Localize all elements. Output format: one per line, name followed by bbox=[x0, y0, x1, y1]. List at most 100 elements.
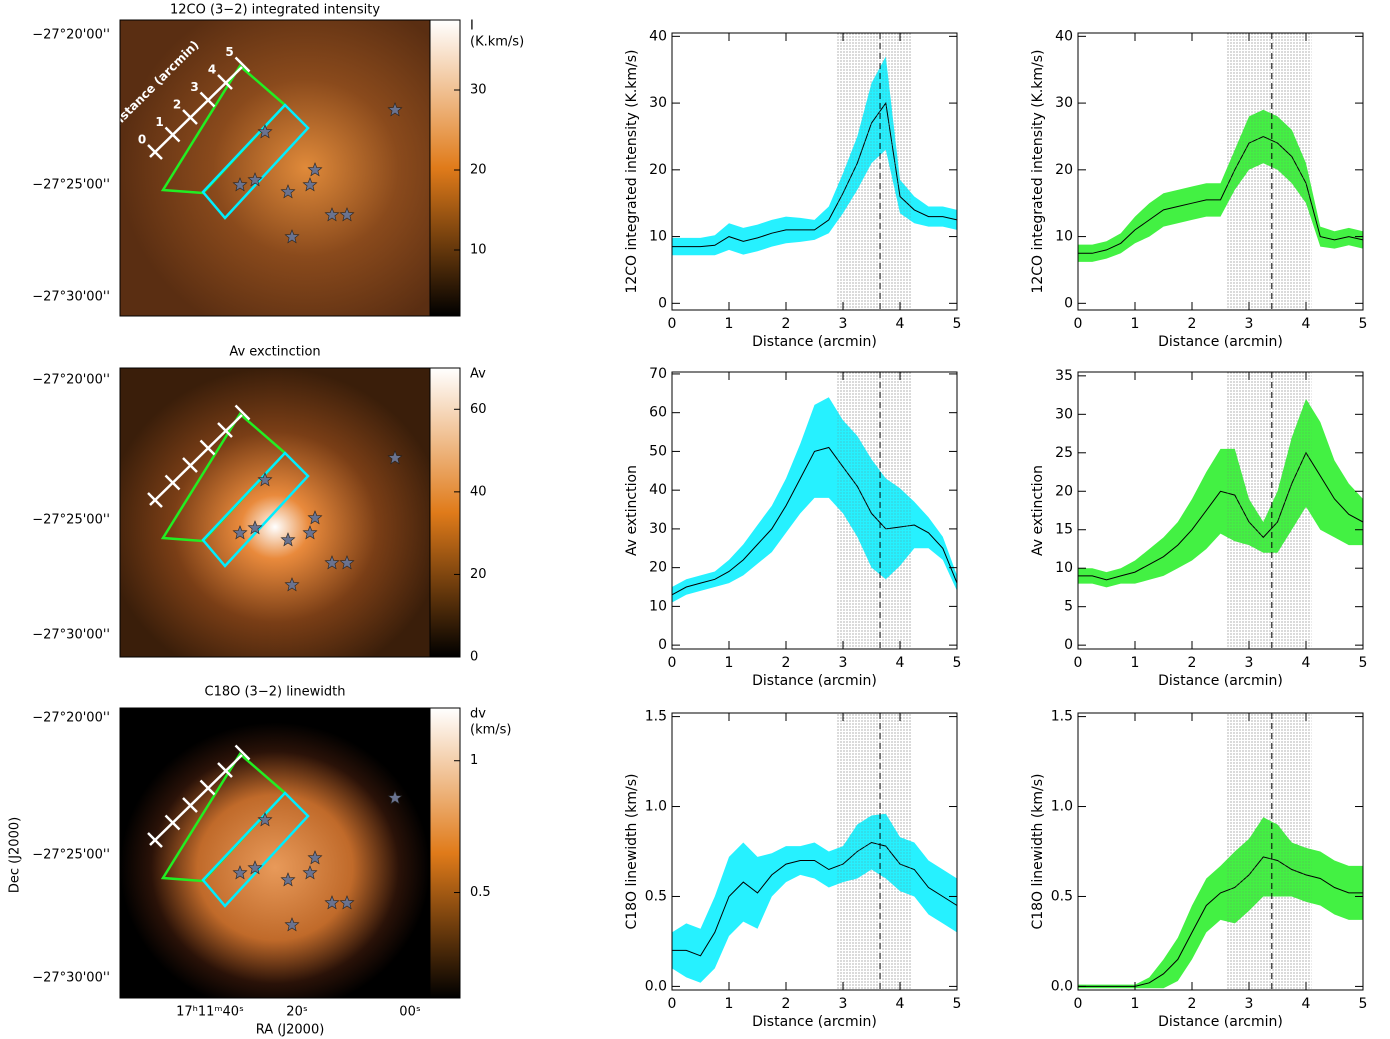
x-axis-label: RA (J2000) bbox=[256, 1023, 325, 1038]
x-tick-label: 2 bbox=[782, 655, 791, 671]
x-tick-label: 00ˢ bbox=[399, 1005, 421, 1020]
x-tick-label: 4 bbox=[896, 655, 905, 671]
x-tick-label: 0 bbox=[668, 655, 677, 671]
x-tick-label: 1 bbox=[725, 655, 734, 671]
y-tick-label: 20 bbox=[1055, 162, 1073, 178]
y-tick-label: 20 bbox=[649, 560, 667, 576]
colorbar-label: (km/s) bbox=[470, 723, 512, 738]
shaded-region-overlay bbox=[1226, 33, 1312, 310]
y-tick-label: 30 bbox=[649, 521, 667, 537]
y-tick-label: −27°25'00'' bbox=[32, 178, 110, 193]
x-tick-label: 4 bbox=[1302, 655, 1311, 671]
colorbar-tick-label: 1 bbox=[470, 753, 478, 768]
shaded-region-overlay bbox=[837, 33, 911, 310]
x-tick-label: 1 bbox=[1131, 996, 1140, 1012]
y-tick-label: 0.5 bbox=[1051, 888, 1073, 904]
y-tick-label: 30 bbox=[1055, 95, 1073, 111]
x-axis-label: Distance (arcmin) bbox=[752, 1014, 877, 1030]
x-tick-label: 2 bbox=[782, 996, 791, 1012]
y-tick-label: 5 bbox=[1064, 599, 1073, 615]
colorbar-tick-label: 0.5 bbox=[470, 885, 491, 900]
x-axis-label: Distance (arcmin) bbox=[752, 334, 877, 350]
x-tick-label: 20ˢ bbox=[286, 1005, 308, 1020]
map-title: Av exctinction bbox=[229, 345, 320, 360]
x-tick-label: 5 bbox=[953, 316, 962, 332]
colorbar-tick-label: 10 bbox=[470, 243, 487, 258]
y-tick-label: 1.0 bbox=[645, 799, 667, 815]
x-tick-label: 4 bbox=[896, 996, 905, 1012]
y-tick-label: 0 bbox=[1064, 295, 1073, 311]
x-tick-label: 5 bbox=[953, 655, 962, 671]
y-tick-label: 20 bbox=[1055, 483, 1073, 499]
scale-tick-label: 0 bbox=[138, 133, 146, 147]
y-tick-label: 10 bbox=[649, 229, 667, 245]
y-axis-label: C18O linewidth (km/s) bbox=[624, 773, 640, 929]
colorbar bbox=[430, 20, 460, 316]
x-tick-label: 4 bbox=[1302, 316, 1311, 332]
x-tick-label: 1 bbox=[725, 316, 734, 332]
error-band bbox=[672, 397, 957, 602]
error-band bbox=[672, 56, 957, 255]
x-tick-label: 3 bbox=[1245, 655, 1254, 671]
x-tick-label: 3 bbox=[839, 655, 848, 671]
x-tick-label: 0 bbox=[1074, 655, 1083, 671]
y-tick-label: 70 bbox=[649, 366, 667, 382]
y-tick-label: 0 bbox=[658, 637, 667, 653]
scale-tick-label: 2 bbox=[173, 98, 181, 112]
y-axis-label: 12CO integrated intensity (K.km/s) bbox=[1030, 49, 1046, 293]
colorbar-label: I bbox=[470, 19, 474, 34]
x-tick-label: 2 bbox=[782, 316, 791, 332]
y-tick-label: 0.0 bbox=[1051, 978, 1073, 994]
plot-frame bbox=[672, 33, 957, 310]
y-tick-label: −27°30'00'' bbox=[32, 971, 110, 986]
shaded-region-overlay bbox=[837, 713, 911, 990]
x-axis-label: Distance (arcmin) bbox=[1158, 673, 1283, 689]
colorbar-tick-label: 40 bbox=[470, 484, 487, 499]
error-band bbox=[1078, 399, 1363, 588]
x-tick-label: 5 bbox=[1359, 996, 1368, 1012]
x-tick-label: 1 bbox=[1131, 655, 1140, 671]
x-tick-label: 3 bbox=[1245, 316, 1254, 332]
y-tick-label: 10 bbox=[1055, 229, 1073, 245]
shaded-region-overlay bbox=[1226, 372, 1312, 649]
figure: 12CO (3−2) integrated intensity012345dis… bbox=[0, 0, 1390, 1039]
colorbar-label: Av bbox=[470, 367, 486, 382]
y-tick-label: −27°25'00'' bbox=[32, 513, 110, 528]
y-tick-label: 40 bbox=[1055, 28, 1073, 44]
y-tick-label: −27°30'00'' bbox=[32, 290, 110, 305]
x-tick-label: 5 bbox=[1359, 316, 1368, 332]
colorbar-label: (K.km/s) bbox=[470, 35, 524, 50]
y-tick-label: 10 bbox=[1055, 560, 1073, 576]
y-tick-label: 60 bbox=[649, 405, 667, 421]
map-title: C18O (3−2) linewidth bbox=[205, 685, 346, 700]
y-tick-label: 30 bbox=[649, 95, 667, 111]
y-tick-label: 20 bbox=[649, 162, 667, 178]
x-tick-label: 2 bbox=[1188, 316, 1197, 332]
colorbar-tick-label: 60 bbox=[470, 402, 487, 417]
x-tick-label: 0 bbox=[1074, 316, 1083, 332]
colorbar-tick-label: 30 bbox=[470, 83, 487, 98]
plot-frame bbox=[1078, 33, 1363, 310]
x-axis-label: Distance (arcmin) bbox=[1158, 334, 1283, 350]
y-tick-label: −27°30'00'' bbox=[32, 628, 110, 643]
map-title: 12CO (3−2) integrated intensity bbox=[170, 3, 380, 18]
y-tick-label: 1.5 bbox=[645, 709, 667, 725]
y-tick-label: 25 bbox=[1055, 445, 1073, 461]
x-tick-label: 3 bbox=[839, 996, 848, 1012]
x-tick-label: 1 bbox=[1131, 316, 1140, 332]
y-tick-label: 0 bbox=[658, 295, 667, 311]
y-tick-label: 40 bbox=[649, 28, 667, 44]
x-tick-label: 5 bbox=[953, 996, 962, 1012]
y-tick-label: 40 bbox=[649, 482, 667, 498]
colorbar-tick-label: 0 bbox=[470, 650, 478, 665]
x-tick-label: 17ʰ11ᵐ40ˢ bbox=[176, 1005, 244, 1020]
colorbar bbox=[430, 368, 460, 657]
y-axis-label: Dec (J2000) bbox=[8, 817, 23, 893]
colorbar-tick-label: 20 bbox=[470, 163, 487, 178]
x-tick-label: 0 bbox=[668, 996, 677, 1012]
scale-tick-label: 3 bbox=[190, 80, 198, 94]
y-axis-label: Av extinction bbox=[624, 465, 640, 556]
y-tick-label: −27°20'00'' bbox=[32, 373, 110, 388]
scale-tick-label: 4 bbox=[208, 63, 216, 77]
y-axis-label: Av extinction bbox=[1030, 465, 1046, 556]
